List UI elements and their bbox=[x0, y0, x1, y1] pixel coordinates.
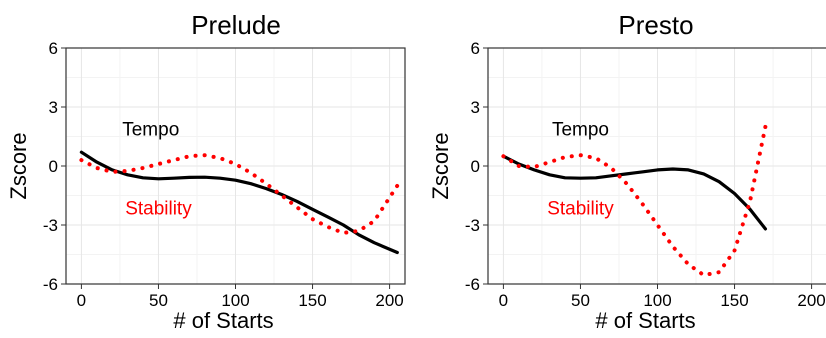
y-tick-label: 3 bbox=[49, 98, 58, 117]
annotation-label: Stability bbox=[547, 198, 614, 219]
x-tick-label: 0 bbox=[499, 291, 508, 310]
panel-0: -6 -3 0 3 6 0 50 100 150 200 Tempo Stability Prelude… bbox=[6, 10, 406, 333]
y-tick-label: 3 bbox=[471, 98, 480, 117]
y-tick-label: 6 bbox=[471, 39, 480, 58]
series-group bbox=[79, 150, 400, 255]
x-axis-label: # of Starts bbox=[173, 308, 273, 333]
x-tick-label: 200 bbox=[797, 291, 825, 310]
major-grid bbox=[66, 48, 405, 284]
y-axis-label: Zscore bbox=[6, 132, 31, 199]
panel-1: -6 -3 0 3 6 0 50 100 150 200 Tempo Stability Presto #… bbox=[428, 10, 826, 333]
chart-title: Presto bbox=[618, 10, 693, 40]
y-tick-label: -3 bbox=[43, 216, 58, 235]
stability-line bbox=[501, 124, 768, 278]
x-axis-label: # of Starts bbox=[595, 308, 695, 333]
major-grid bbox=[488, 48, 826, 284]
y-axis-label: Zscore bbox=[428, 132, 453, 199]
tempo-line bbox=[501, 154, 767, 231]
x-tick-label: 200 bbox=[375, 291, 403, 310]
y-tick-label: -3 bbox=[465, 216, 480, 235]
y-tick-label: 0 bbox=[49, 157, 58, 176]
series-group bbox=[501, 124, 768, 278]
x-tick-label: 150 bbox=[720, 291, 748, 310]
y-tick-label: -6 bbox=[465, 275, 480, 294]
y-tick-label: 0 bbox=[471, 157, 480, 176]
x-tick-label: 50 bbox=[149, 291, 168, 310]
annotation-label: Tempo bbox=[122, 120, 179, 141]
tempo-line bbox=[79, 150, 399, 255]
x-tick-label: 0 bbox=[77, 291, 86, 310]
annotation-label: Stability bbox=[125, 198, 192, 219]
x-tick-label: 100 bbox=[221, 291, 249, 310]
stability-line bbox=[79, 153, 400, 235]
annotation-label: Tempo bbox=[552, 120, 609, 141]
x-tick-label: 50 bbox=[571, 291, 590, 310]
y-tick-label: 6 bbox=[49, 39, 58, 58]
y-tick-label: -6 bbox=[43, 275, 58, 294]
x-tick-label: 100 bbox=[643, 291, 671, 310]
x-tick-label: 150 bbox=[298, 291, 326, 310]
chart-title: Prelude bbox=[191, 10, 281, 40]
